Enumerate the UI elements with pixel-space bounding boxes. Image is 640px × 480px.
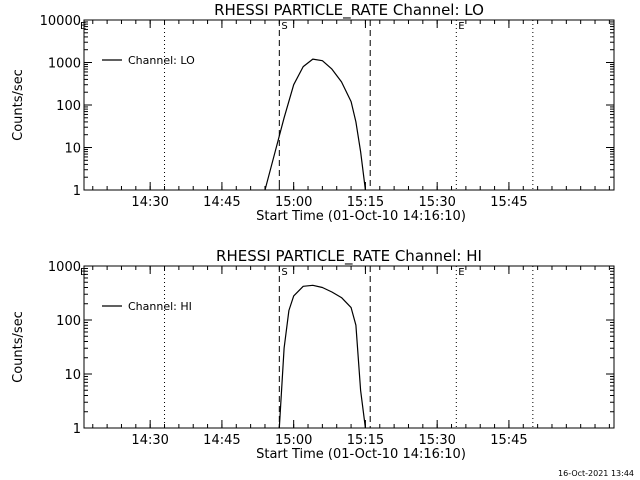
x-tick-label: 14:45 <box>203 433 240 448</box>
y-axis-label: Counts/sec <box>11 311 26 383</box>
chart-panel-2: RHESSI PARTICLE_RATE Channel: HI 1 10 100 10… <box>11 247 615 462</box>
x-tick-label: 15:15 <box>347 195 384 210</box>
legend-label: Channel: HI <box>128 300 192 313</box>
y-tick-label: 10 <box>64 142 81 157</box>
y-tick-label: 10000 <box>40 14 81 29</box>
corner-marker-label: E <box>80 21 86 32</box>
chart-title: RHESSI PARTICLE_RATE Channel: LO <box>214 1 484 20</box>
y-tick-label: 10 <box>64 368 81 383</box>
marker-label-S: S <box>281 21 287 32</box>
x-tick-label: 15:00 <box>275 195 312 210</box>
marker-label-E: E <box>458 267 464 278</box>
x-axis-label: Start Time (01-Oct-10 14:16:10) <box>256 209 466 224</box>
plot-frame <box>83 265 615 429</box>
series-line-channelhi <box>278 284 366 429</box>
plot-frame <box>83 19 615 191</box>
marker-label-S: S <box>281 267 287 278</box>
x-tick-label: 15:45 <box>490 195 527 210</box>
x-tick-label: 15:45 <box>490 433 527 448</box>
x-axis-label: Start Time (01-Oct-10 14:16:10) <box>256 447 466 462</box>
y-tick-label: 1000 <box>48 57 81 72</box>
x-tick-label: 15:15 <box>347 433 384 448</box>
x-tick-label: 14:30 <box>131 195 168 210</box>
x-tick-label: 14:45 <box>203 195 240 210</box>
y-tick-label: 1 <box>73 422 81 437</box>
marker-label-E: E <box>458 21 464 32</box>
x-tick-label: 15:00 <box>275 433 312 448</box>
x-tick-label: 14:30 <box>131 433 168 448</box>
footer-timestamp: 16-Oct-2021 13:44 <box>558 469 634 478</box>
chart-title: RHESSI PARTICLE_RATE Channel: HI <box>216 247 482 266</box>
x-tick-label: 15:30 <box>418 195 455 210</box>
y-tick-label: 1000 <box>48 260 81 275</box>
corner-marker-label: E <box>80 267 86 278</box>
x-tick-label: 15:30 <box>418 433 455 448</box>
y-tick-label: 100 <box>56 99 81 114</box>
y-tick-label: 100 <box>56 314 81 329</box>
chart-panel-1: RHESSI PARTICLE_RATE Channel: LO 1 10 100 10… <box>11 1 615 224</box>
y-tick-label: 1 <box>73 184 81 199</box>
legend-label: Channel: LO <box>128 54 195 67</box>
series-line-channello <box>264 58 366 191</box>
y-axis-label: Counts/sec <box>11 69 26 141</box>
